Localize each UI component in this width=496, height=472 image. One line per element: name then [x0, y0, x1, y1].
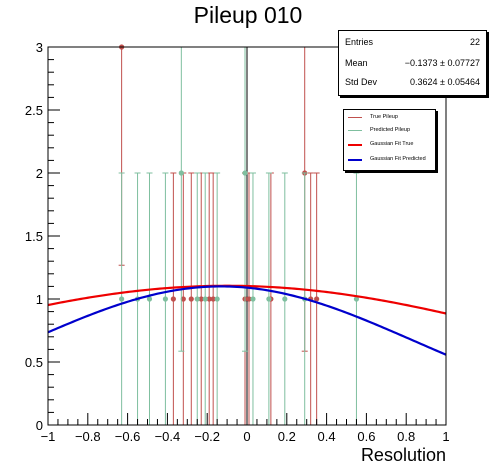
data-point: [146, 296, 153, 302]
legend-entry-gaussian-fit-predicted: Gaussian Fit Predicted: [348, 154, 434, 166]
data-point: [206, 296, 212, 302]
x-tick-label: 0.2: [278, 429, 296, 444]
stats-row-mean: Mean −0.1373 ± 0.07727: [345, 58, 480, 72]
data-point: [178, 170, 184, 176]
legend-label-gaussian-fit-predicted: Gaussian Fit Predicted: [370, 156, 426, 162]
data-point: [266, 296, 272, 302]
x-axis-label: Resolution: [360, 445, 446, 465]
y-tick-label: 0.5: [25, 355, 43, 370]
y-tick-label: 0: [36, 418, 43, 433]
x-tick-label: −0.2: [194, 429, 220, 444]
legend-entry-gaussian-fit-true: Gaussian Fit True: [348, 139, 434, 151]
stats-entries-value: 22: [469, 37, 480, 47]
data-point: [314, 296, 320, 302]
data-point: [242, 170, 248, 176]
legend-label-true-pileup: True Pileup: [370, 114, 398, 120]
legend-entry-predicted-pileup: Predicted Pileup: [348, 125, 434, 137]
x-tick-label: 1: [442, 429, 449, 444]
x-tick-label: −0.6: [115, 429, 141, 444]
data-point: [194, 296, 200, 302]
legend-entry-true-pileup: True Pileup: [348, 112, 434, 124]
y-tick-label: 2.5: [25, 103, 43, 118]
legend-swatch-true-pileup: [348, 117, 362, 118]
stats-mean-value: −0.1373 ± 0.07727: [404, 58, 480, 68]
data-point: [188, 296, 194, 302]
data-point: [202, 296, 208, 302]
y-tick-label: 2: [36, 166, 43, 181]
legend-swatch-gaussian-fit-true: [348, 144, 362, 146]
chart-title: Pileup 010: [193, 2, 303, 28]
x-tick-label: 0.8: [397, 429, 415, 444]
x-tick-label: −0.8: [75, 429, 101, 444]
data-point: [198, 296, 204, 302]
data-point: [170, 296, 176, 302]
legend-label-gaussian-fit-true: Gaussian Fit True: [370, 141, 414, 147]
data-point: [246, 296, 252, 302]
y-tick-label: 3: [36, 40, 43, 55]
gaussian-fit-curve: [47, 285, 447, 356]
stats-box: Entries 22 Mean −0.1373 ± 0.07727 Std De…: [338, 30, 487, 96]
stats-row-entries: Entries 22: [345, 37, 480, 51]
x-tick-label: 0: [243, 429, 250, 444]
stats-row-std: Std Dev 0.3624 ± 0.05464: [345, 77, 480, 91]
legend: True Pileup Predicted Pileup Gaussian Fi…: [343, 109, 436, 171]
y-tick-label: 1.5: [25, 229, 43, 244]
stats-entries-label: Entries: [345, 37, 374, 47]
x-tick-label: 0.4: [318, 429, 336, 444]
data-point: [162, 296, 169, 302]
data-point: [353, 296, 360, 302]
y-tick-label: 1: [36, 292, 43, 307]
stats-std-value: 0.3624 ± 0.05464: [409, 77, 480, 87]
data-point: [282, 296, 288, 302]
data-point: [180, 296, 186, 302]
stats-std-label: Std Dev: [345, 77, 378, 87]
gaussian-fit-curve: [47, 284, 447, 315]
data-point: [119, 296, 125, 302]
x-tick-label: 0.6: [357, 429, 375, 444]
x-tick-label: −1: [41, 429, 56, 444]
legend-swatch-predicted-pileup: [348, 130, 362, 131]
legend-swatch-gaussian-fit-predicted: [348, 159, 362, 161]
data-point: [214, 296, 220, 302]
data-point: [250, 296, 256, 302]
data-point: [210, 296, 216, 302]
legend-label-predicted-pileup: Predicted Pileup: [370, 127, 411, 133]
x-tick-label: −0.4: [155, 429, 181, 444]
stats-mean-label: Mean: [345, 58, 368, 68]
